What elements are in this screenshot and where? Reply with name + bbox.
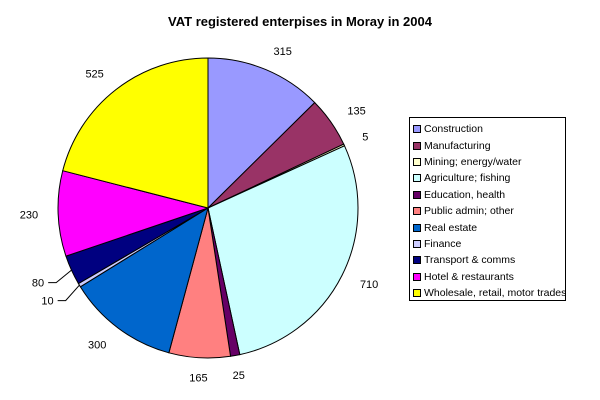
legend-item: Real estate xyxy=(413,219,565,235)
legend-item: Hotel & restaurants xyxy=(413,269,565,285)
legend-item: Agriculture; fishing xyxy=(413,170,565,186)
pie-slice xyxy=(57,170,210,257)
data-label: 135 xyxy=(347,106,365,118)
legend-swatch xyxy=(413,157,421,166)
legend-swatch xyxy=(413,190,421,199)
legend-label: Mining; energy/water xyxy=(424,155,522,168)
data-label: 230 xyxy=(20,209,38,221)
legend-label: Wholesale, retail, motor trades xyxy=(424,287,567,300)
legend-label: Transport & comms xyxy=(424,254,516,267)
legend-swatch xyxy=(413,223,421,232)
pie-slice xyxy=(207,145,359,356)
data-label: 165 xyxy=(189,373,207,385)
legend-item: Education, health xyxy=(413,187,565,203)
legend-item: Transport & comms xyxy=(413,252,565,268)
legend-label: Education, health xyxy=(424,188,506,201)
legend-swatch xyxy=(413,272,421,281)
pie-slice xyxy=(62,57,209,209)
data-label: 525 xyxy=(85,69,103,81)
chart-title: VAT registered enterpises in Moray in 20… xyxy=(168,14,432,29)
legend-swatch xyxy=(413,125,421,134)
legend-label: Finance xyxy=(424,237,462,250)
legend-label: Public admin; other xyxy=(424,205,514,218)
legend-item: Manufacturing xyxy=(413,137,565,153)
legend-swatch xyxy=(413,289,421,298)
legend-swatch xyxy=(413,207,421,216)
legend-label: Construction xyxy=(424,123,483,136)
data-label: 315 xyxy=(274,46,292,58)
legend-item: Construction xyxy=(413,121,565,137)
legend-item: Finance xyxy=(413,236,565,252)
legend-item: Wholesale, retail, motor trades xyxy=(413,285,567,301)
legend-label: Agriculture; fishing xyxy=(424,172,511,185)
legend-label: Hotel & restaurants xyxy=(424,270,514,283)
label-leader-line xyxy=(57,284,80,302)
legend-item: Public admin; other xyxy=(413,203,565,219)
legend-label: Real estate xyxy=(424,221,478,234)
legend-swatch xyxy=(413,174,421,183)
legend-label: Manufacturing xyxy=(424,139,491,152)
data-label: 80 xyxy=(32,278,44,290)
label-leader-line xyxy=(48,269,72,284)
legend-swatch xyxy=(413,256,421,265)
data-label: 5 xyxy=(362,132,368,144)
legend-swatch xyxy=(413,239,421,248)
legend-item: Mining; energy/water xyxy=(413,154,565,170)
legend-swatch xyxy=(413,141,421,150)
legend: Construction Manufacturing Mining; energy/… xyxy=(409,117,566,301)
data-label: 300 xyxy=(88,339,106,351)
pie-slice xyxy=(79,206,209,354)
data-label: 710 xyxy=(360,279,378,291)
pie-slice xyxy=(207,57,316,210)
data-label: 10 xyxy=(41,296,53,308)
data-label: 25 xyxy=(233,370,245,382)
